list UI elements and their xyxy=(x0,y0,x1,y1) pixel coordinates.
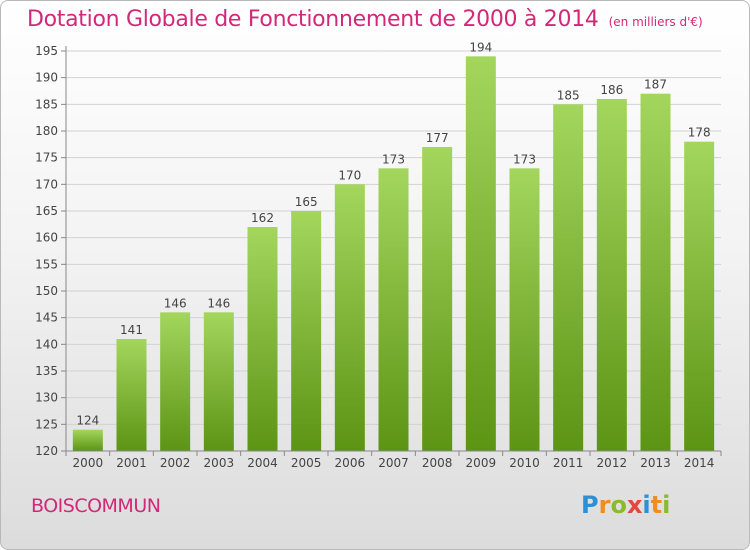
x-tick-label: 2014 xyxy=(684,456,715,470)
bar-value-label: 165 xyxy=(295,195,318,209)
bar-value-label: 187 xyxy=(644,78,667,92)
bar-2011 xyxy=(553,104,584,451)
y-tick-label: 130 xyxy=(35,391,58,405)
x-tick-label: 2013 xyxy=(640,456,671,470)
bar-value-label: 162 xyxy=(251,211,274,225)
x-tick-label: 2008 xyxy=(422,456,453,470)
bar-2014 xyxy=(684,141,715,451)
x-tick-label: 2005 xyxy=(291,456,322,470)
x-tick-label: 2006 xyxy=(335,456,366,470)
y-tick-label: 190 xyxy=(35,71,58,85)
chart-title: Dotation Globale de Fonctionnement de 20… xyxy=(27,7,703,32)
bar-2002 xyxy=(160,312,191,451)
bar-value-label: 170 xyxy=(338,168,361,182)
bar-2000 xyxy=(72,429,103,451)
bar-value-label: 185 xyxy=(557,88,580,102)
y-axis: 120 125 130 135 140 145 150 155 160 165 170 175 180 1… xyxy=(35,44,67,458)
x-tick-label: 2007 xyxy=(378,456,409,470)
y-tick-label: 195 xyxy=(35,44,58,58)
y-tick-label: 185 xyxy=(35,97,58,111)
x-tick-label: 2004 xyxy=(247,456,278,470)
x-tick-label: 2010 xyxy=(509,456,540,470)
bar-value-label: 178 xyxy=(688,126,711,140)
bar-2013 xyxy=(640,93,671,452)
bar-2001 xyxy=(116,339,147,451)
logo-letter: i xyxy=(642,491,651,519)
x-axis: 2000 2001 2002 2003 2004 2005 2006 2007 2008 2009… xyxy=(65,450,722,470)
bar-2008 xyxy=(422,147,453,451)
y-tick-label: 150 xyxy=(35,284,58,298)
x-tick-label: 2012 xyxy=(597,456,628,470)
logo-letter: i xyxy=(662,491,671,519)
x-tick-label: 2009 xyxy=(466,456,497,470)
bar-value-label: 141 xyxy=(120,323,143,337)
y-tick-label: 145 xyxy=(35,311,58,325)
x-tick-label: 2011 xyxy=(553,456,584,470)
bar-value-label: 177 xyxy=(426,131,449,145)
logo-letter: r xyxy=(598,491,611,519)
logo-letter: P xyxy=(581,491,599,519)
bar-2009 xyxy=(465,56,496,451)
y-tick-label: 140 xyxy=(35,337,58,351)
logo-letter: o xyxy=(610,491,627,519)
y-tick-label: 160 xyxy=(35,231,58,245)
bar-value-label: 146 xyxy=(164,296,187,310)
bar-value-label: 173 xyxy=(382,152,405,166)
proxiti-logo: Proxiti xyxy=(581,491,670,519)
y-tick-label: 155 xyxy=(35,257,58,271)
y-tick-label: 170 xyxy=(35,177,58,191)
bar-2004 xyxy=(247,227,278,451)
x-tick-label: 2003 xyxy=(204,456,235,470)
bars: 124 141 146 146 162 165 170 173 177 194 173 185 186 1… xyxy=(72,40,715,452)
chart-subtitle: (en milliers d'€) xyxy=(608,15,703,29)
y-tick-label: 135 xyxy=(35,364,58,378)
bar-2007 xyxy=(378,168,409,452)
bar-value-label: 146 xyxy=(207,296,230,310)
bar-value-label: 194 xyxy=(469,40,492,54)
bar-value-label: 124 xyxy=(76,414,99,428)
bar-2003 xyxy=(203,312,234,451)
y-tick-label: 180 xyxy=(35,124,58,138)
y-tick-label: 120 xyxy=(35,444,58,458)
x-tick-label: 2001 xyxy=(116,456,147,470)
chart-title-text: Dotation Globale de Fonctionnement de 20… xyxy=(27,7,599,32)
y-tick-label: 175 xyxy=(35,151,58,165)
bar-value-label: 186 xyxy=(600,83,623,97)
commune-name: BOISCOMMUN xyxy=(31,495,161,517)
bar-2012 xyxy=(596,99,627,451)
y-tick-label: 125 xyxy=(35,417,58,431)
bar-value-label: 173 xyxy=(513,152,536,166)
bar-2006 xyxy=(334,184,365,452)
logo-letter: t xyxy=(650,491,663,519)
x-tick-label: 2002 xyxy=(160,456,191,470)
bar-2010 xyxy=(509,168,540,452)
bar-2005 xyxy=(291,211,322,451)
y-tick-label: 165 xyxy=(35,204,58,218)
logo-letter: x xyxy=(626,491,643,519)
x-tick-label: 2000 xyxy=(73,456,104,470)
